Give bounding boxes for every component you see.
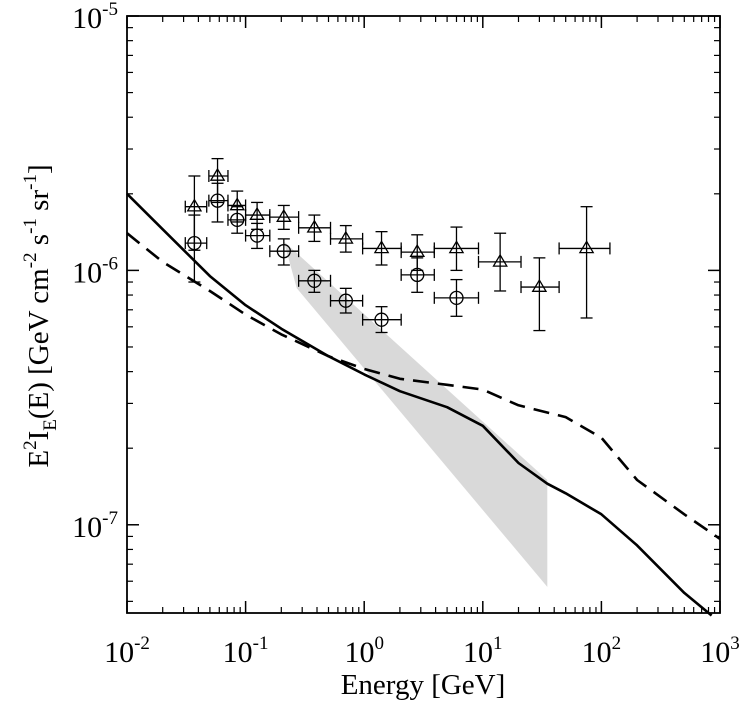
triangle-data-point: [269, 204, 300, 230]
triangle-marker: [306, 219, 323, 233]
circle-marker: [276, 244, 291, 259]
triangle-data-point: [329, 224, 364, 253]
triangle-marker: [531, 278, 548, 292]
data-points-layer: [184, 157, 611, 334]
circle-data-point: [297, 269, 332, 293]
triangle-data-point: [477, 232, 522, 292]
y-tick-label: 10-7: [72, 508, 118, 544]
circle-data-point: [361, 306, 402, 334]
triangle-marker: [409, 243, 426, 257]
triangle-marker: [492, 253, 508, 267]
triangle-data-point: [433, 226, 480, 272]
triangle-marker: [249, 206, 265, 220]
triangle-data-point: [208, 157, 229, 204]
circle-marker: [307, 273, 322, 288]
triangle-marker: [448, 240, 465, 254]
triangle-data-point: [361, 230, 402, 266]
triangle-marker: [276, 208, 292, 222]
circle-data-point: [208, 182, 229, 223]
x-tick-label: 10-2: [104, 633, 150, 669]
dashed-curve: [126, 232, 721, 540]
triangle-data-point: [558, 206, 611, 319]
triangle-marker: [209, 167, 226, 181]
triangle-marker: [373, 240, 390, 254]
plot-frame: [126, 15, 721, 614]
circle-marker: [230, 212, 245, 228]
triangle-marker: [578, 240, 595, 254]
triangle-data-point: [520, 257, 560, 332]
shaded-band-layer: [283, 241, 548, 587]
circle-data-point: [269, 238, 300, 266]
y-tick-label: 10-5: [72, 0, 118, 35]
circle-marker: [410, 267, 425, 283]
circle-data-point: [184, 214, 208, 283]
x-tick-label: 100: [344, 633, 384, 669]
x-axis-label: Energy [GeV]: [341, 669, 506, 701]
circle-marker: [249, 228, 265, 243]
model-curves-layer: [126, 192, 721, 617]
circle-marker: [338, 293, 353, 308]
shaded-band: [283, 241, 548, 587]
circle-data-point: [244, 222, 271, 250]
x-tick-label: 103: [700, 633, 740, 669]
x-tick-label: 10-1: [223, 633, 269, 669]
axis-ticks-layer: 10-2 10-1 100 101 102 103 10-7 10-6 10-5: [72, 0, 740, 669]
x-tick-label: 102: [582, 633, 622, 669]
circle-data-point: [227, 206, 247, 234]
circle-data-point: [329, 287, 364, 314]
triangle-marker: [186, 198, 203, 212]
y-axis-label: E2IE(E) [GeV cm-2 s-1 sr-1]: [20, 164, 61, 467]
solid-curve: [126, 192, 713, 617]
circle-data-point: [400, 257, 435, 293]
triangle-marker: [338, 230, 354, 244]
circle-marker: [449, 290, 464, 305]
y-tick-label: 10-6: [72, 253, 118, 289]
circle-marker: [374, 312, 389, 327]
circle-data-point: [433, 278, 480, 317]
x-tick-label: 101: [463, 633, 503, 669]
circle-marker: [210, 193, 225, 208]
triangle-data-point: [297, 214, 332, 243]
circle-marker: [187, 235, 202, 251]
